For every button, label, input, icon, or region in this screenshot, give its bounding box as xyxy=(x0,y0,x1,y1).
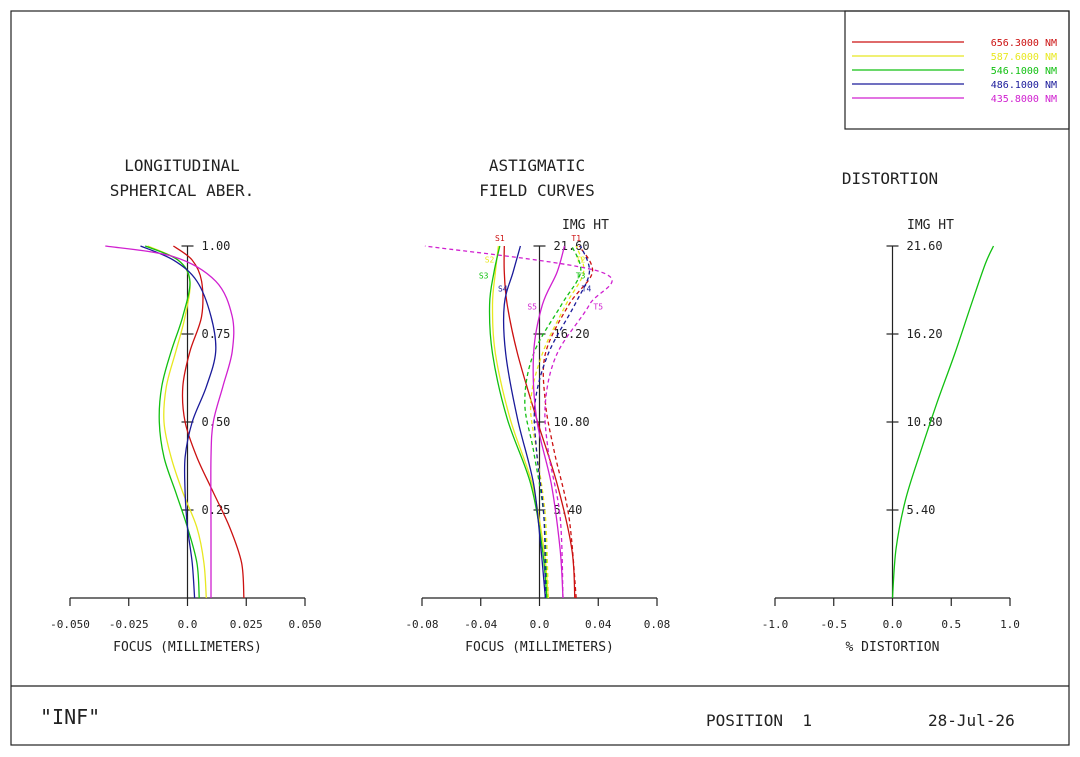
sagittal-curve xyxy=(532,245,566,599)
series-line xyxy=(105,245,235,599)
sagittal-curve xyxy=(503,245,576,599)
legend-label: 546.1000 NM xyxy=(991,66,1057,77)
y-tick-label: 10.80 xyxy=(554,415,590,429)
y-tick-label: 21.60 xyxy=(907,239,943,253)
tangential-curve xyxy=(524,245,582,599)
series-line xyxy=(140,245,217,599)
sagittal-label: S1 xyxy=(495,234,505,243)
x-tick-label: 0.0 xyxy=(530,618,550,631)
x-tick-label: 0.050 xyxy=(288,618,321,631)
x-axis-label: FOCUS (MILLIMETERS) xyxy=(465,640,614,655)
tangential-label: T5 xyxy=(593,303,603,312)
tangential-label: T2 xyxy=(576,255,586,264)
plot-title: ASTIGMATIC xyxy=(489,156,585,175)
tangential-curve xyxy=(529,245,585,599)
series-line xyxy=(147,245,207,599)
legend-label: 656.3000 NM xyxy=(991,38,1057,49)
outer-border xyxy=(10,10,1070,746)
legend-label: 486.1000 NM xyxy=(991,80,1057,91)
x-tick-label: 0.025 xyxy=(230,618,263,631)
series-line xyxy=(891,245,995,599)
sagittal-label: S5 xyxy=(527,303,537,312)
plot-title: LONGITUDINAL xyxy=(124,156,240,175)
legend-box xyxy=(844,10,1070,130)
x-tick-label: 0.5 xyxy=(941,618,961,631)
tangential-curve xyxy=(542,245,594,599)
y-tick-label: 1.00 xyxy=(202,239,231,253)
x-tick-label: -0.025 xyxy=(109,618,149,631)
x-tick-label: 0.0 xyxy=(178,618,198,631)
plot-title: FIELD CURVES xyxy=(479,181,595,200)
y-tick-label: 16.20 xyxy=(907,327,943,341)
x-tick-label: 0.08 xyxy=(644,618,671,631)
x-axis-label: FOCUS (MILLIMETERS) xyxy=(113,640,262,655)
longitudinal-spherical-aberration-plot: LONGITUDINAL SPHERICAL ABER. -0.050 -0.025 0… xyxy=(50,156,321,655)
x-tick-label: -1.0 xyxy=(762,618,789,631)
tangential-curve xyxy=(424,245,613,599)
y-tick-label: 5.40 xyxy=(907,503,936,517)
x-axis-label: % DISTORTION xyxy=(846,640,940,655)
plot-title: SPHERICAL ABER. xyxy=(110,181,255,200)
x-tick-label: 0.0 xyxy=(883,618,903,631)
tangential-label: T1 xyxy=(571,234,581,243)
y-tick-label: 0.75 xyxy=(202,327,231,341)
distortion-plot: DISTORTION IMG HT -1.0 -0.5 0.0 0.5 1.0 % DISTO… xyxy=(762,169,1020,655)
y-tick-label: 5.40 xyxy=(554,503,583,517)
legend-label: 587.6000 NM xyxy=(991,52,1057,63)
x-tick-label: -0.5 xyxy=(821,618,848,631)
x-tick-label: 1.0 xyxy=(1000,618,1020,631)
x-tick-label: -0.04 xyxy=(464,618,497,631)
y-tick-label: 10.80 xyxy=(907,415,943,429)
y-tick-label: 16.20 xyxy=(554,327,590,341)
tangential-curve xyxy=(533,245,591,599)
astigmatic-field-curves-plot: ASTIGMATIC FIELD CURVES IMG HT -0.08 -0.04 0.… xyxy=(405,156,670,655)
footer-position: POSITION 1 xyxy=(706,711,812,730)
legend: 656.3000 NM 587.6000 NM 546.1000 NM 486.100… xyxy=(852,38,1057,105)
y-tick-label: 21.60 xyxy=(554,239,590,253)
sagittal-curve xyxy=(488,245,548,599)
y-axis-label: IMG HT xyxy=(907,218,954,233)
footer-title: "INF" xyxy=(40,705,100,729)
y-tick-label: 0.50 xyxy=(202,415,231,429)
y-axis-label: IMG HT xyxy=(562,218,609,233)
sagittal-label: S2 xyxy=(485,255,495,264)
footer-date: 28-Jul-26 xyxy=(928,711,1015,730)
tangential-label: T4 xyxy=(582,285,592,294)
series-line xyxy=(173,245,245,599)
sagittal-curve xyxy=(502,245,547,599)
y-tick-label: 0.25 xyxy=(202,503,231,517)
x-tick-label: -0.08 xyxy=(405,618,438,631)
plot-title: DISTORTION xyxy=(842,169,938,188)
tangential-label: T3 xyxy=(576,272,586,281)
x-tick-label: 0.04 xyxy=(585,618,612,631)
legend-label: 435.8000 NM xyxy=(991,94,1057,105)
x-tick-label: -0.050 xyxy=(50,618,90,631)
sagittal-curve xyxy=(491,245,549,599)
sagittal-label: S3 xyxy=(479,272,489,281)
sagittal-label: S4 xyxy=(498,285,508,294)
